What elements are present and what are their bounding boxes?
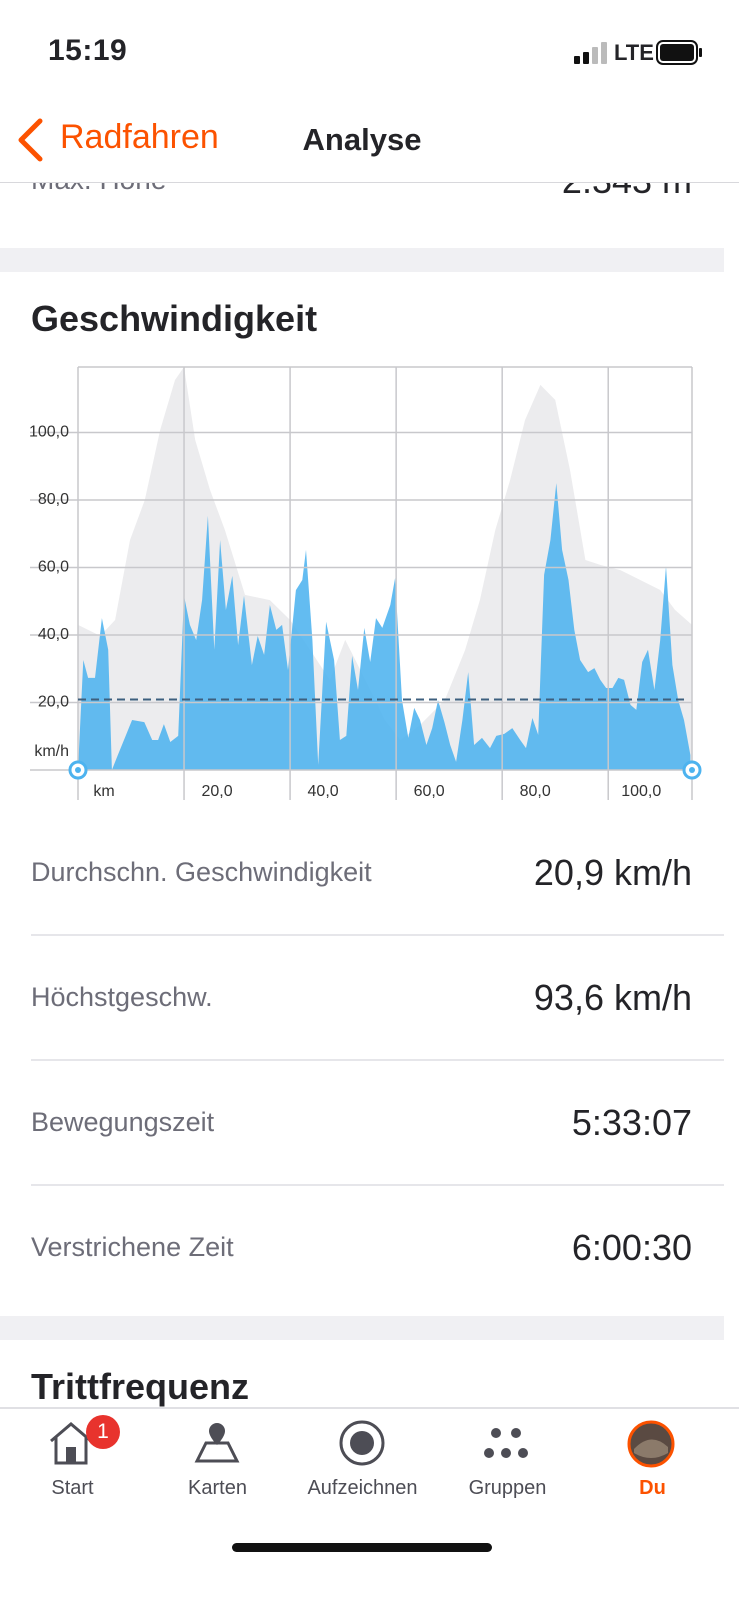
- x-tick-label: 60,0: [414, 783, 445, 800]
- stat-label: Höchstgeschw.: [31, 982, 213, 1012]
- status-time: 15:19: [48, 34, 128, 67]
- signal-icon: [574, 42, 607, 64]
- range-handle-dot: [75, 767, 81, 773]
- x-tick-label: 20,0: [201, 783, 232, 800]
- tab-label[interactable]: Gruppen: [468, 1477, 547, 1499]
- x-axis-label: km: [93, 783, 114, 800]
- tab-label[interactable]: Du: [639, 1477, 666, 1499]
- separator: [31, 1059, 724, 1061]
- stat-value: 5:33:07: [571, 1102, 692, 1143]
- section-title: Trittfrequenz: [31, 1366, 250, 1407]
- tab-icon-karten: [194, 1423, 240, 1463]
- section-title: Geschwindigkeit: [31, 298, 318, 339]
- stat-label: Verstrichene Zeit: [31, 1232, 234, 1262]
- range-handle-dot: [689, 767, 695, 773]
- separator: [31, 934, 724, 936]
- y-tick-label: 60,0: [38, 559, 69, 576]
- tab-avatar: [627, 1420, 675, 1468]
- y-tick-label: 40,0: [38, 626, 69, 643]
- battery-icon: [656, 40, 702, 65]
- stat-label: Bewegungszeit: [31, 1107, 215, 1137]
- back-chevron[interactable]: [16, 118, 46, 162]
- speed-area: [78, 483, 691, 770]
- x-tick-label: 40,0: [308, 783, 339, 800]
- tab-icon-gruppen: [484, 1428, 528, 1458]
- x-tick-label: 80,0: [520, 783, 551, 800]
- y-tick-label: 20,0: [38, 694, 69, 711]
- section-divider: [0, 248, 724, 272]
- speed-chart: 20,0 40,0 60,0 80,0 100,0 20,0 40,0 60,0 80,0 100…: [29, 366, 702, 800]
- nav-title: Analyse: [302, 122, 422, 157]
- stat-label: Durchschn. Geschwindigkeit: [31, 857, 372, 887]
- y-tick-label: 100,0: [29, 424, 69, 441]
- tab-icon-aufzeichnen: [339, 1420, 385, 1466]
- tab-label[interactable]: Aufzeichnen: [307, 1477, 418, 1499]
- y-axis-label: km/h: [34, 743, 69, 760]
- section-divider: [0, 1316, 724, 1340]
- x-tick-label: 100,0: [621, 783, 661, 800]
- home-indicator: [232, 1543, 492, 1552]
- nav-bar: Radfahren Analyse: [0, 100, 739, 183]
- tab-label[interactable]: Karten: [188, 1477, 247, 1499]
- back-button[interactable]: Radfahren: [60, 118, 219, 156]
- separator: [31, 1184, 724, 1186]
- network-label: LTE: [614, 40, 654, 65]
- tab-icon-start: [50, 1422, 92, 1465]
- stat-value: 93,6 km/h: [533, 977, 692, 1018]
- badge: 1: [86, 1415, 120, 1449]
- stat-value: 20,9 km/h: [533, 852, 692, 893]
- tab-bar: Start 1 Karten Aufzeichnen Gruppen Du: [0, 1407, 739, 1602]
- stat-value: 6:00:30: [571, 1227, 692, 1268]
- y-tick-label: 80,0: [38, 491, 69, 508]
- tab-label[interactable]: Start: [51, 1477, 94, 1499]
